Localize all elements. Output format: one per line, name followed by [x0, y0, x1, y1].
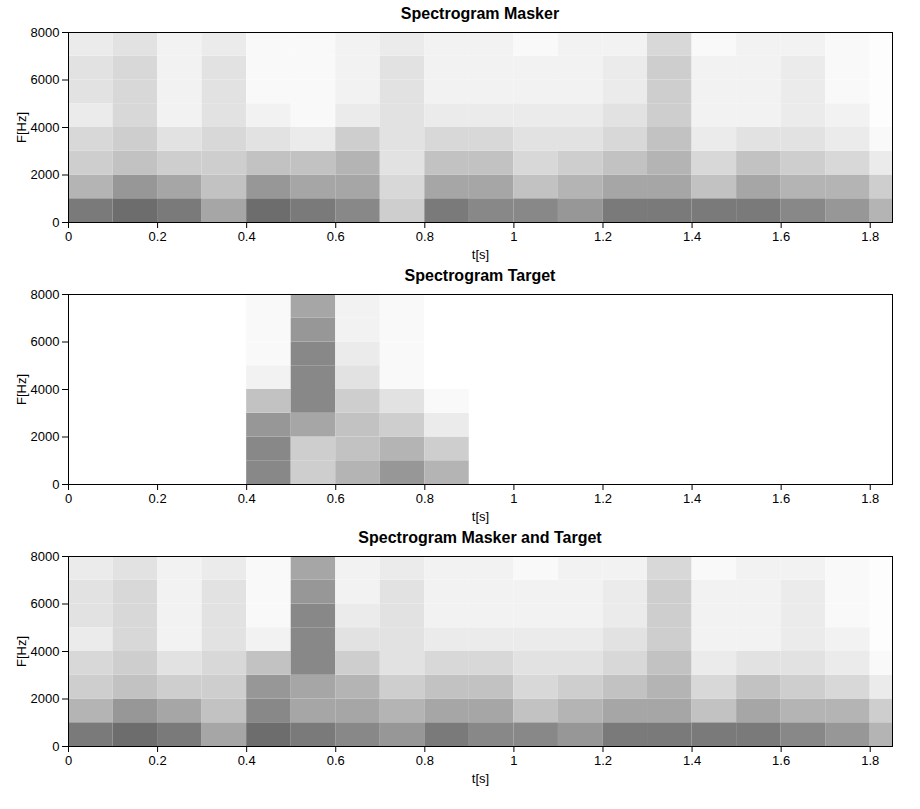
svg-text:0.8: 0.8	[416, 753, 434, 768]
svg-text:4000: 4000	[31, 120, 60, 135]
svg-text:0: 0	[52, 215, 59, 230]
svg-text:1.4: 1.4	[683, 491, 701, 506]
svg-text:0.6: 0.6	[327, 491, 345, 506]
svg-text:0: 0	[52, 739, 59, 754]
svg-text:8000: 8000	[31, 549, 60, 564]
svg-text:8000: 8000	[31, 25, 60, 40]
svg-text:0: 0	[52, 477, 59, 492]
svg-text:1.4: 1.4	[683, 229, 701, 244]
svg-text:2000: 2000	[31, 167, 60, 182]
html-text:Spectrogram Masker and Target: Spectrogram Masker and Target	[358, 529, 602, 546]
svg-text:0: 0	[65, 229, 72, 244]
svg-text:1: 1	[510, 491, 517, 506]
svg-text:1.4: 1.4	[683, 753, 701, 768]
svg-text:1.2: 1.2	[594, 753, 612, 768]
svg-text:1.6: 1.6	[772, 229, 790, 244]
svg-text:1.2: 1.2	[594, 491, 612, 506]
svg-text:6000: 6000	[31, 72, 60, 87]
svg-text:1.8: 1.8	[861, 229, 879, 244]
svg-text:2000: 2000	[31, 691, 60, 706]
svg-text:0.2: 0.2	[149, 491, 167, 506]
svg-text:1: 1	[510, 229, 517, 244]
svg-text:1.8: 1.8	[861, 491, 879, 506]
svg-text:0: 0	[65, 753, 72, 768]
svg-text:0.2: 0.2	[149, 229, 167, 244]
html-text:Spectrogram Masker: Spectrogram Masker	[400, 5, 560, 22]
svg-text:1.6: 1.6	[772, 753, 790, 768]
svg-text:F[Hz]: F[Hz]	[14, 374, 29, 405]
svg-text:F[Hz]: F[Hz]	[14, 112, 29, 143]
svg-text:1.8: 1.8	[861, 753, 879, 768]
svg-text:0.4: 0.4	[238, 753, 256, 768]
svg-text:F[Hz]: F[Hz]	[14, 636, 29, 667]
svg-text:t[s]: t[s]	[472, 771, 489, 786]
svg-text:0.4: 0.4	[238, 491, 256, 506]
svg-text:4000: 4000	[31, 644, 60, 659]
svg-text:1.6: 1.6	[772, 491, 790, 506]
svg-text:0.2: 0.2	[149, 753, 167, 768]
svg-text:0: 0	[65, 491, 72, 506]
svg-text:0.6: 0.6	[327, 229, 345, 244]
svg-text:6000: 6000	[31, 334, 60, 349]
svg-text:1: 1	[510, 753, 517, 768]
svg-text:0.8: 0.8	[416, 229, 434, 244]
svg-text:t[s]: t[s]	[472, 247, 489, 262]
html-text:Spectrogram Target: Spectrogram Target	[404, 267, 556, 284]
svg-text:1.2: 1.2	[594, 229, 612, 244]
svg-text:0.6: 0.6	[327, 753, 345, 768]
svg-text:8000: 8000	[31, 287, 60, 302]
svg-text:0.8: 0.8	[416, 491, 434, 506]
svg-text:t[s]: t[s]	[472, 509, 489, 524]
svg-text:4000: 4000	[31, 382, 60, 397]
svg-text:6000: 6000	[31, 596, 60, 611]
svg-text:2000: 2000	[31, 429, 60, 444]
svg-text:0.4: 0.4	[238, 229, 256, 244]
